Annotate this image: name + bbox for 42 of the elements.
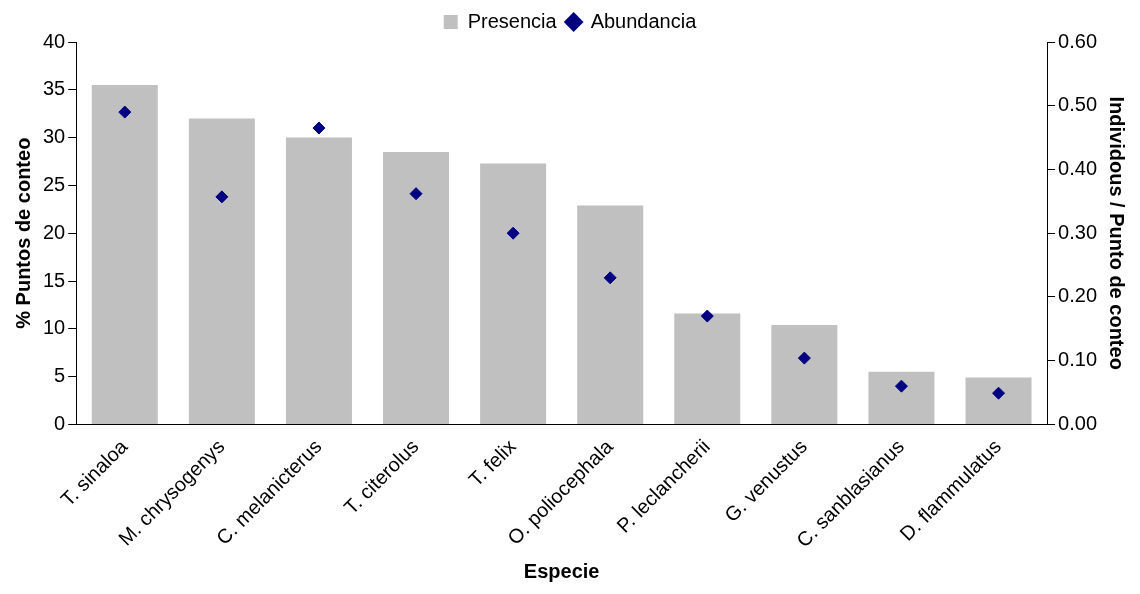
- y2-tick-label: 0.10: [1058, 348, 1098, 371]
- y-axis-title: % Puntos de conteo: [11, 137, 34, 329]
- point: [215, 190, 229, 204]
- y-tick-label: 35: [43, 77, 66, 100]
- y2-tick-label: 0.20: [1058, 284, 1098, 307]
- bar: [965, 377, 1032, 424]
- y-tick-label: 10: [43, 316, 66, 339]
- point: [506, 226, 520, 240]
- y-tick-label: 40: [43, 29, 66, 52]
- bar: [771, 324, 838, 424]
- bar: [868, 371, 935, 424]
- legend-label: Presencia: [467, 9, 558, 32]
- point: [992, 386, 1006, 400]
- y2-tick-label: 0.50: [1058, 93, 1098, 116]
- bar: [383, 151, 450, 424]
- y2-tick-label: 0.60: [1058, 29, 1098, 52]
- point: [118, 105, 132, 119]
- bar: [480, 163, 547, 424]
- bar: [577, 205, 644, 424]
- y-tick-label: 0: [54, 411, 66, 434]
- x-tick-label: T. felix: [464, 435, 520, 491]
- bar: [91, 85, 158, 424]
- point: [700, 309, 714, 323]
- y-tick-label: 5: [54, 364, 66, 387]
- y2-tick-label: 0.30: [1058, 220, 1098, 243]
- point: [797, 351, 811, 365]
- y-tick-label: 15: [43, 268, 66, 291]
- y-tick-label: 20: [43, 220, 66, 243]
- legend-label: Abundancia: [590, 9, 698, 32]
- bar: [285, 137, 352, 424]
- bar: [674, 313, 741, 424]
- point: [312, 121, 326, 135]
- bar: [188, 118, 255, 424]
- y2-tick-label: 0.40: [1058, 156, 1098, 179]
- y-tick-label: 30: [43, 125, 66, 148]
- y2-tick-label: 0.00: [1058, 411, 1098, 434]
- point: [894, 379, 908, 393]
- y2-axis-title: Individous / Punto de conteo: [1106, 96, 1129, 370]
- y-tick-label: 25: [43, 172, 66, 195]
- point: [409, 187, 423, 201]
- x-axis-title: Especie: [523, 559, 600, 582]
- point: [603, 271, 617, 285]
